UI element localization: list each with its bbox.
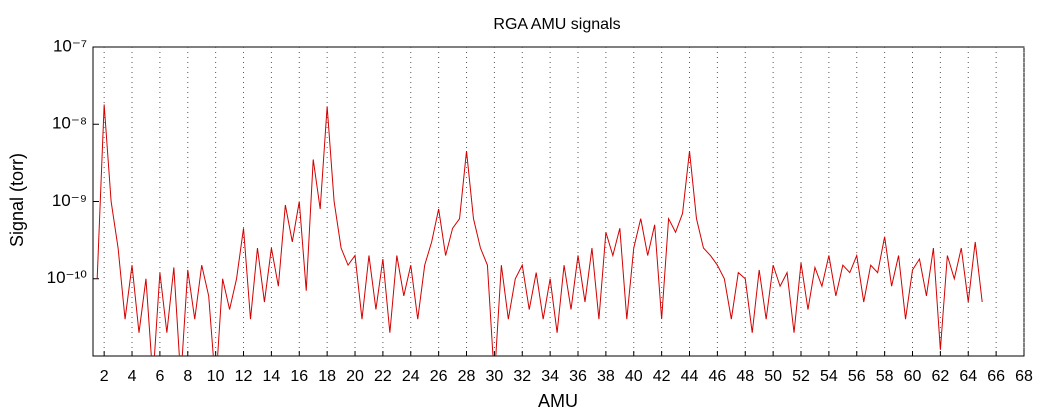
x-tick-label: 56: [848, 368, 866, 385]
signal-line: [96, 104, 983, 356]
x-tick-label: 22: [374, 368, 392, 385]
x-tick-label: 32: [513, 368, 531, 385]
x-tick-label: 6: [155, 368, 164, 385]
x-tick-label: 12: [235, 368, 253, 385]
x-tick-label: 54: [820, 368, 838, 385]
x-tick-label: 60: [904, 368, 922, 385]
x-tick-label: 42: [653, 368, 671, 385]
x-tick-label: 4: [128, 368, 137, 385]
y-tick-label: 10⁻⁹: [52, 191, 87, 210]
x-tick-label: 40: [625, 368, 643, 385]
y-tick-label: 10⁻⁷: [53, 36, 87, 55]
x-tick-label: 8: [183, 368, 192, 385]
x-tick-label: 58: [876, 368, 894, 385]
x-tick-label: 10: [207, 368, 225, 385]
x-tick-label: 62: [931, 368, 949, 385]
x-tick-label: 18: [318, 368, 336, 385]
x-tick-label: 14: [262, 368, 280, 385]
y-tick-label: 10⁻¹⁰: [47, 268, 88, 287]
y-tick-label: 10⁻⁸: [52, 114, 87, 133]
x-tick-label: 30: [485, 368, 503, 385]
x-tick-label: 48: [736, 368, 754, 385]
x-tick-label: 68: [1015, 368, 1033, 385]
x-tick-label: 52: [792, 368, 810, 385]
x-tick-label: 66: [987, 368, 1005, 385]
x-tick-label: 64: [959, 368, 977, 385]
x-tick-label: 16: [290, 368, 308, 385]
x-tick-label: 34: [541, 368, 559, 385]
x-tick-label: 2: [100, 368, 109, 385]
x-tick-label: 38: [597, 368, 615, 385]
x-tick-label: 50: [764, 368, 782, 385]
x-tick-label: 26: [430, 368, 448, 385]
x-tick-label: 36: [569, 368, 587, 385]
x-axis-label: AMU: [538, 391, 578, 411]
x-tick-label: 20: [346, 368, 364, 385]
chart-title: RGA AMU signals: [493, 16, 620, 33]
x-tick-label: 46: [708, 368, 726, 385]
y-axis-label: Signal (torr): [7, 153, 27, 247]
plot-frame: [92, 46, 1025, 357]
x-tick-label: 28: [458, 368, 476, 385]
x-tick-label: 44: [681, 368, 699, 385]
x-tick-label: 24: [402, 368, 420, 385]
